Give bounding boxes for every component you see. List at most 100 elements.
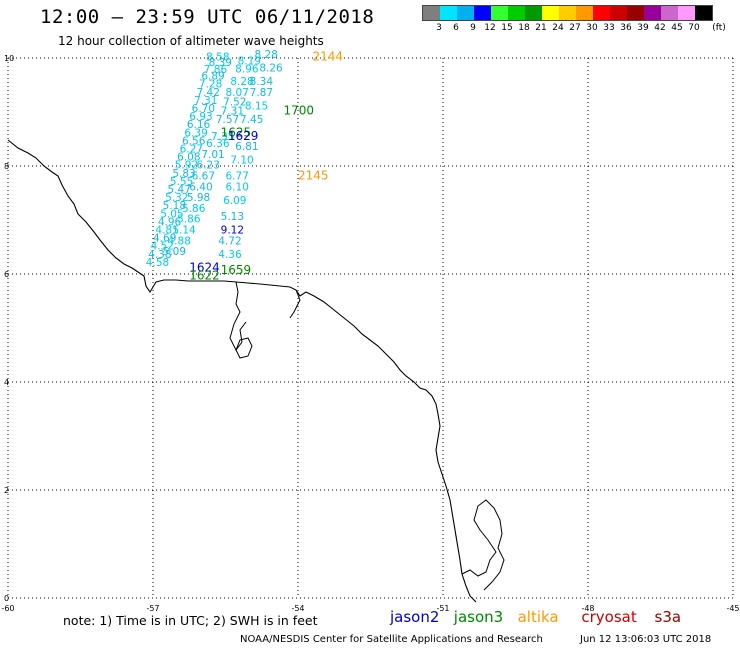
swh-value: 8.39 — [209, 57, 232, 69]
color-scale: 3 6 9 12 15 18 21 24 27 30 33 36 39 42 45 70 (ft) — [422, 5, 726, 35]
pass-time-label: 1624 — [189, 260, 220, 274]
axis-labels: -60 -57 -54 -51 -48 -45 0 2 4 6 8 10 — [1, 54, 739, 613]
scale-tick-label: 6 — [453, 23, 459, 33]
scale-tick-label: 9 — [470, 23, 476, 33]
scale-swatch — [678, 6, 695, 20]
satellite-legend-jason2: jason2 — [390, 608, 440, 626]
swh-value: 7.31 — [221, 106, 244, 118]
scale-tick-label: 15 — [501, 23, 513, 33]
scale-swatch — [610, 6, 627, 20]
swh-value: 4.96 — [158, 216, 182, 228]
x-tick-label: -57 — [146, 604, 159, 613]
footer-credit: NOAA/NESDIS Center for Satellite Applica… — [240, 634, 543, 645]
y-tick-label: 10 — [4, 54, 14, 63]
swh-value: 6.70 — [192, 103, 215, 115]
x-tick-label: -60 — [1, 604, 14, 613]
swh-value: 8.26 — [259, 63, 283, 75]
pass-time-label: 2144 — [313, 50, 344, 64]
scale-tick-label: 24 — [552, 23, 564, 33]
x-tick-label: -48 — [581, 604, 594, 613]
swh-value: 8.96 — [235, 64, 259, 76]
swh-value: 6.09 — [223, 195, 246, 207]
scale-tick-label: 30 — [586, 23, 598, 33]
page-title: 12:00 – 23:59 UTC 06/11/2018 — [40, 6, 375, 28]
coastline — [7, 139, 477, 603]
swh-value: 8.28 — [230, 76, 253, 88]
pass-time-label: 2145 — [298, 169, 329, 183]
swh-value: 6.40 — [189, 181, 212, 193]
island — [235, 337, 253, 359]
swh-value: 8.07 — [226, 87, 249, 99]
swh-value: 4.52 — [151, 241, 174, 253]
swh-value: 5.55 — [170, 176, 193, 188]
swh-value: 5.05 — [160, 208, 183, 220]
swh-value: 6.81 — [235, 141, 258, 153]
swh-value: 9.12 — [221, 225, 244, 237]
swh-value: 6.23 — [197, 160, 220, 172]
y-tick-label: 0 — [4, 594, 9, 603]
pass-time-label: 1700 — [284, 104, 315, 118]
scale-tick-label: 70 — [688, 23, 700, 33]
satellite-legend-s3a: s3a — [654, 608, 682, 626]
swh-value: 6.93 — [189, 111, 212, 123]
scale-tick-label: 45 — [671, 23, 683, 33]
scale-swatch — [508, 6, 525, 20]
scale-tick-label: 39 — [637, 23, 649, 33]
swh-value: 8.19 — [238, 55, 261, 67]
swh-value: 6.08 — [177, 152, 200, 164]
footer-note: note: 1) Time is in UTC; 2) SWH is in fe… — [63, 613, 318, 628]
swh-value: 7.35 — [211, 131, 234, 143]
swh-value: 6.16 — [187, 119, 211, 131]
y-tick-label: 2 — [4, 486, 9, 495]
scale-swatch — [525, 6, 542, 20]
footer-timestamp: Jun 12 13:06:03 UTC 2018 — [580, 634, 712, 645]
swh-value: 6.67 — [192, 171, 215, 183]
x-tick-label: -54 — [291, 604, 304, 613]
swh-value: 4.72 — [218, 235, 241, 247]
scale-swatch — [542, 6, 559, 20]
swh-value: 4.36 — [218, 249, 242, 261]
swh-value: 7.45 — [240, 114, 263, 126]
pass-time-label: 1659 — [221, 263, 252, 277]
swh-value: 7.10 — [230, 154, 253, 166]
scale-swatch — [661, 6, 678, 20]
scale-tick-label: 42 — [654, 23, 666, 33]
coastline-delta — [461, 499, 505, 591]
swh-value: 6.27 — [180, 144, 203, 156]
pass-time-label: 1625 — [221, 125, 252, 139]
swh-value: 8.34 — [250, 76, 274, 88]
swh-value: 5.86 — [177, 214, 201, 226]
swh-value: 7.87 — [250, 87, 273, 99]
swh-value: 5.09 — [163, 246, 186, 258]
y-tick-label: 6 — [4, 270, 9, 279]
swh-value: 4.88 — [168, 235, 191, 247]
swh-value: 7.28 — [199, 79, 222, 91]
y-tick-label: 4 — [4, 378, 9, 387]
swh-value: 5.92 — [175, 160, 198, 172]
swh-value: 7.42 — [197, 87, 220, 99]
swh-value: 8.58 — [206, 52, 229, 64]
y-tick-label: 8 — [4, 162, 9, 171]
swh-value: 5.83 — [172, 168, 195, 180]
scale-swatch — [593, 6, 610, 20]
swh-value: 4.81 — [155, 225, 178, 237]
scale-tick-label: 18 — [518, 23, 530, 33]
coastline-estuary — [229, 281, 301, 351]
swh-value: 7.57 — [216, 114, 239, 126]
scale-unit: (ft) — [712, 23, 726, 33]
swh-value: 4.69 — [153, 233, 176, 245]
swh-value: 8.15 — [245, 100, 268, 112]
swh-value: 5.32 — [165, 192, 188, 204]
swh-value: 5.86 — [182, 203, 206, 215]
scale-swatch — [440, 6, 457, 20]
scale-swatch — [474, 6, 491, 20]
pass-time-label: 1629 — [228, 129, 259, 143]
color-scale-ticks: 3 6 9 12 15 18 21 24 27 30 33 36 39 42 45 70 (ft) — [422, 21, 726, 35]
swh-value: 4.38 — [148, 249, 171, 261]
page-subtitle: 12 hour collection of altimeter wave hei… — [58, 34, 324, 48]
swh-value: 7.01 — [201, 149, 224, 161]
swh-value: 6.56 — [182, 135, 206, 147]
satellite-legend-jason3: jason3 — [453, 608, 504, 626]
swh-value: 5.47 — [168, 184, 191, 196]
